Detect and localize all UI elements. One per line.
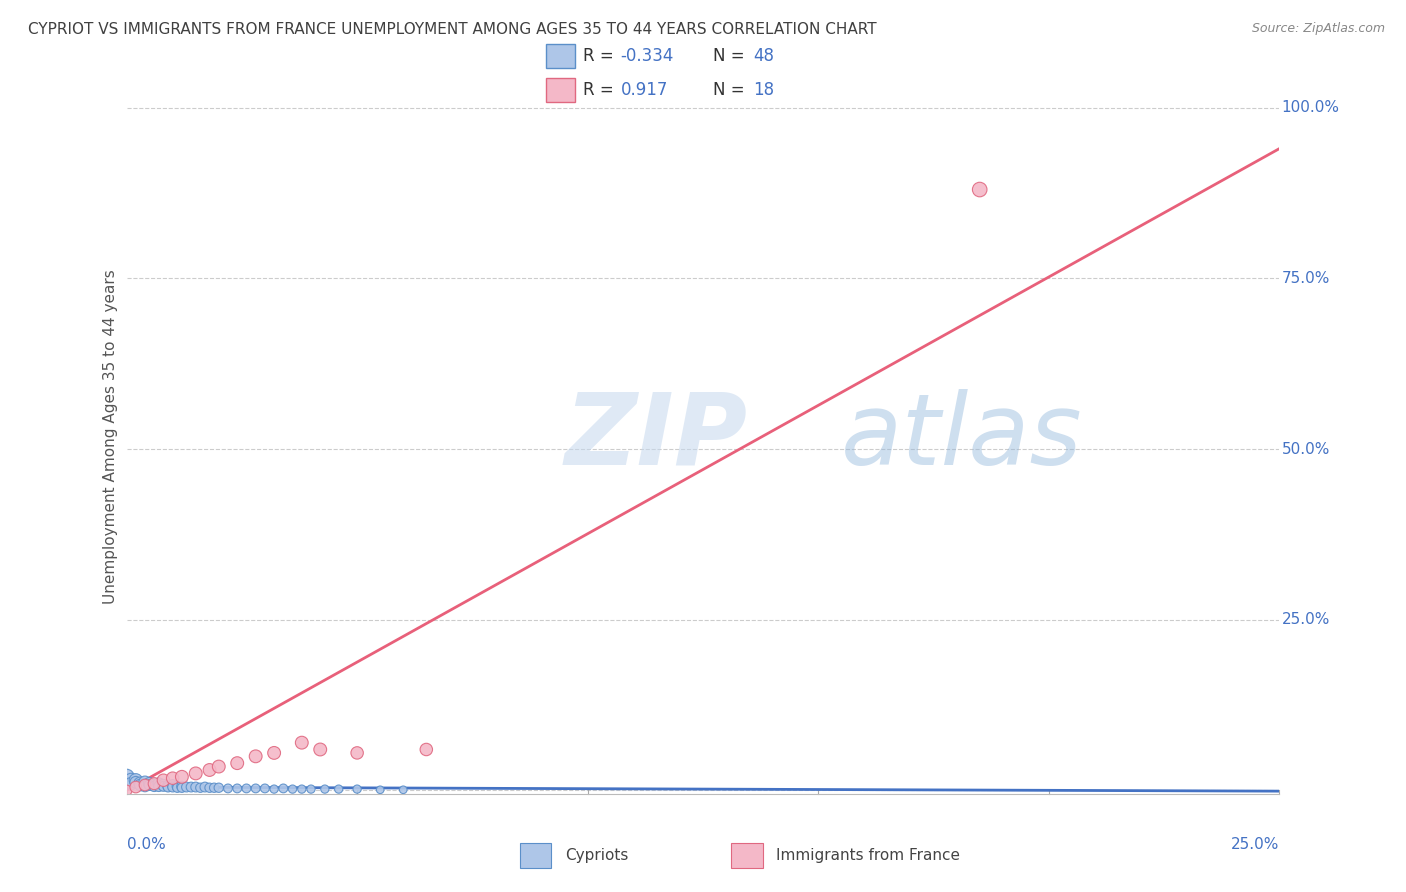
Text: 0.0%: 0.0% <box>127 837 166 852</box>
Text: 18: 18 <box>754 81 775 99</box>
Point <box>115 783 138 797</box>
Text: Cypriots: Cypriots <box>565 848 628 863</box>
Point <box>263 782 285 797</box>
Point <box>138 777 160 791</box>
Bar <box>731 843 762 869</box>
Point <box>245 781 267 796</box>
Text: Source: ZipAtlas.com: Source: ZipAtlas.com <box>1251 22 1385 36</box>
Point <box>166 780 188 795</box>
Point <box>208 780 231 795</box>
Point <box>299 782 322 797</box>
Point <box>226 756 249 771</box>
Point <box>162 780 184 794</box>
Bar <box>546 78 575 103</box>
Point <box>346 746 368 760</box>
Point <box>226 781 249 796</box>
Text: N =: N = <box>713 47 745 65</box>
Text: N =: N = <box>713 81 745 99</box>
Point <box>143 780 166 794</box>
Point <box>235 781 257 796</box>
Point <box>170 770 193 784</box>
Point <box>143 778 166 792</box>
Point <box>125 780 148 794</box>
Point <box>162 771 184 785</box>
Point <box>129 778 152 792</box>
Point <box>184 766 207 780</box>
Text: 25.0%: 25.0% <box>1282 612 1330 627</box>
Text: 100.0%: 100.0% <box>1282 100 1340 115</box>
Point <box>129 777 152 791</box>
Point <box>120 773 142 788</box>
Bar <box>520 843 551 869</box>
Point <box>208 759 231 773</box>
Point <box>180 780 202 794</box>
Point <box>125 775 148 789</box>
Point <box>392 782 415 797</box>
Point <box>263 746 285 760</box>
Point <box>969 182 991 196</box>
Text: R =: R = <box>583 81 614 99</box>
Point <box>166 780 188 794</box>
Text: ZIP: ZIP <box>565 389 748 485</box>
Point <box>314 782 336 797</box>
Point <box>188 780 211 795</box>
Text: 50.0%: 50.0% <box>1282 442 1330 457</box>
Point <box>253 781 276 796</box>
Point <box>184 780 207 794</box>
Text: R =: R = <box>583 47 614 65</box>
Point <box>291 736 314 750</box>
Point <box>217 781 239 796</box>
Point <box>415 742 437 756</box>
Point <box>346 782 368 797</box>
Point <box>152 773 174 788</box>
Text: 0.917: 0.917 <box>621 81 668 99</box>
Point <box>152 778 174 792</box>
Bar <box>546 44 575 69</box>
Point <box>328 782 350 797</box>
Point <box>157 779 180 793</box>
Point <box>134 775 156 789</box>
Point <box>198 763 221 777</box>
Text: 75.0%: 75.0% <box>1282 271 1330 285</box>
Point <box>273 781 295 796</box>
Point <box>368 782 391 797</box>
Point <box>148 777 170 791</box>
Point <box>176 780 198 794</box>
Point <box>170 780 193 794</box>
Point <box>120 777 142 791</box>
Point <box>148 780 170 794</box>
Point <box>202 780 225 795</box>
Point <box>309 742 332 756</box>
Text: CYPRIOT VS IMMIGRANTS FROM FRANCE UNEMPLOYMENT AMONG AGES 35 TO 44 YEARS CORRELA: CYPRIOT VS IMMIGRANTS FROM FRANCE UNEMPL… <box>28 22 877 37</box>
Text: 48: 48 <box>754 47 775 65</box>
Point <box>194 780 217 794</box>
Point <box>162 778 184 792</box>
Point <box>134 780 156 794</box>
Text: 25.0%: 25.0% <box>1232 837 1279 852</box>
Y-axis label: Unemployment Among Ages 35 to 44 years: Unemployment Among Ages 35 to 44 years <box>103 269 118 605</box>
Text: -0.334: -0.334 <box>621 47 673 65</box>
Point <box>125 773 148 788</box>
Point <box>198 780 221 795</box>
Point <box>134 778 156 792</box>
Text: atlas: atlas <box>841 389 1083 485</box>
Point <box>291 782 314 797</box>
Point <box>138 778 160 792</box>
Point <box>281 782 304 797</box>
Text: Immigrants from France: Immigrants from France <box>776 848 960 863</box>
Point <box>143 777 166 791</box>
Point <box>245 749 267 764</box>
Point <box>152 780 174 794</box>
Point <box>170 780 193 795</box>
Point <box>115 770 138 784</box>
Point <box>157 780 180 794</box>
